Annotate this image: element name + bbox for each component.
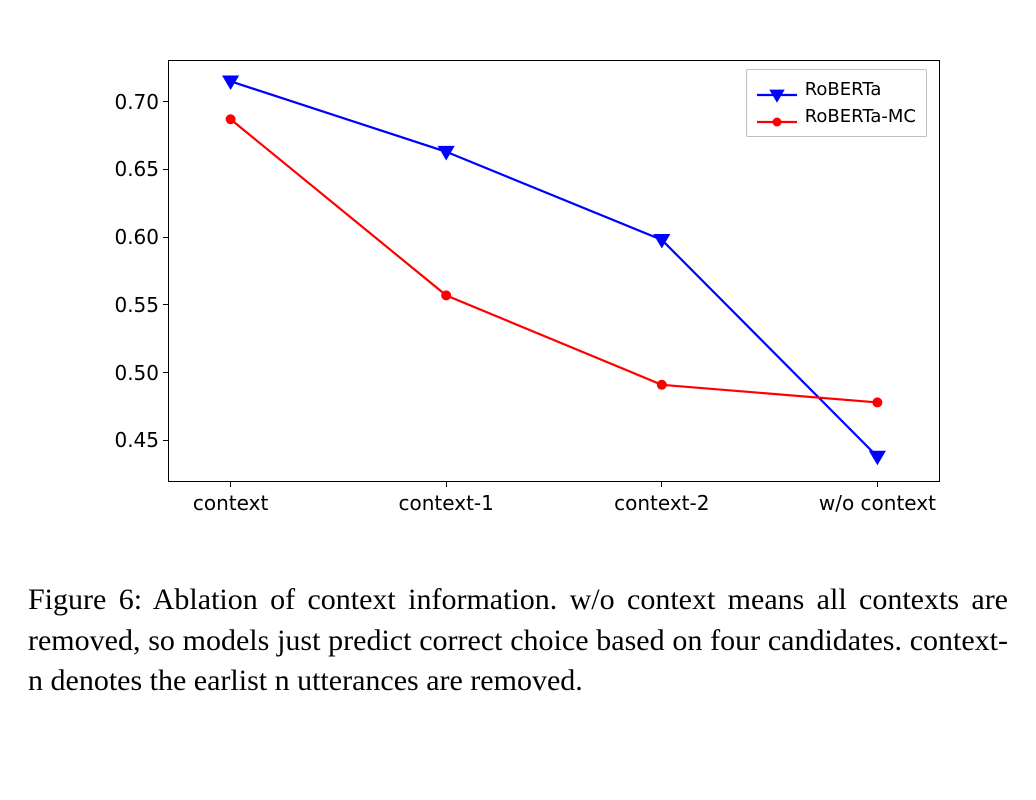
legend-label: RoBERTa	[805, 76, 882, 103]
ytick-label: 0.70	[114, 90, 169, 114]
figure-caption: Figure 6: Ablation of context informatio…	[20, 580, 1016, 702]
figure-container: RoBERTaRoBERTa-MC 0.45 0.50 0.55 0.60 0.65 0.…	[20, 40, 1016, 702]
series-line	[231, 81, 878, 456]
legend: RoBERTaRoBERTa-MC	[746, 69, 927, 137]
ytick-label: 0.45	[114, 428, 169, 452]
legend-swatch	[757, 83, 797, 97]
xtick-label: context-2	[614, 481, 709, 515]
ytick-label: 0.55	[114, 293, 169, 317]
ytick-label: 0.65	[114, 157, 169, 181]
series-marker	[442, 291, 451, 300]
xtick-label: context	[193, 481, 268, 515]
caption-text: Ablation of context information. w/o con…	[28, 583, 1008, 697]
legend-row: RoBERTa	[757, 76, 916, 103]
line-chart: RoBERTaRoBERTa-MC 0.45 0.50 0.55 0.60 0.65 0.…	[38, 40, 998, 540]
xtick-label: context-1	[399, 481, 494, 515]
series-marker	[873, 398, 882, 407]
legend-label: RoBERTa-MC	[805, 103, 916, 130]
plot-area: RoBERTaRoBERTa-MC 0.450.500.550.600.650.…	[168, 60, 940, 482]
legend-swatch	[757, 110, 797, 124]
ytick-label: 0.50	[114, 361, 169, 385]
series-marker	[870, 451, 885, 464]
caption-prefix: Figure 6:	[28, 583, 153, 616]
xtick-label: w/o context	[819, 481, 936, 515]
series-marker	[657, 380, 666, 389]
series-marker	[226, 115, 235, 124]
ytick-label: 0.60	[114, 225, 169, 249]
legend-row: RoBERTa-MC	[757, 103, 916, 130]
